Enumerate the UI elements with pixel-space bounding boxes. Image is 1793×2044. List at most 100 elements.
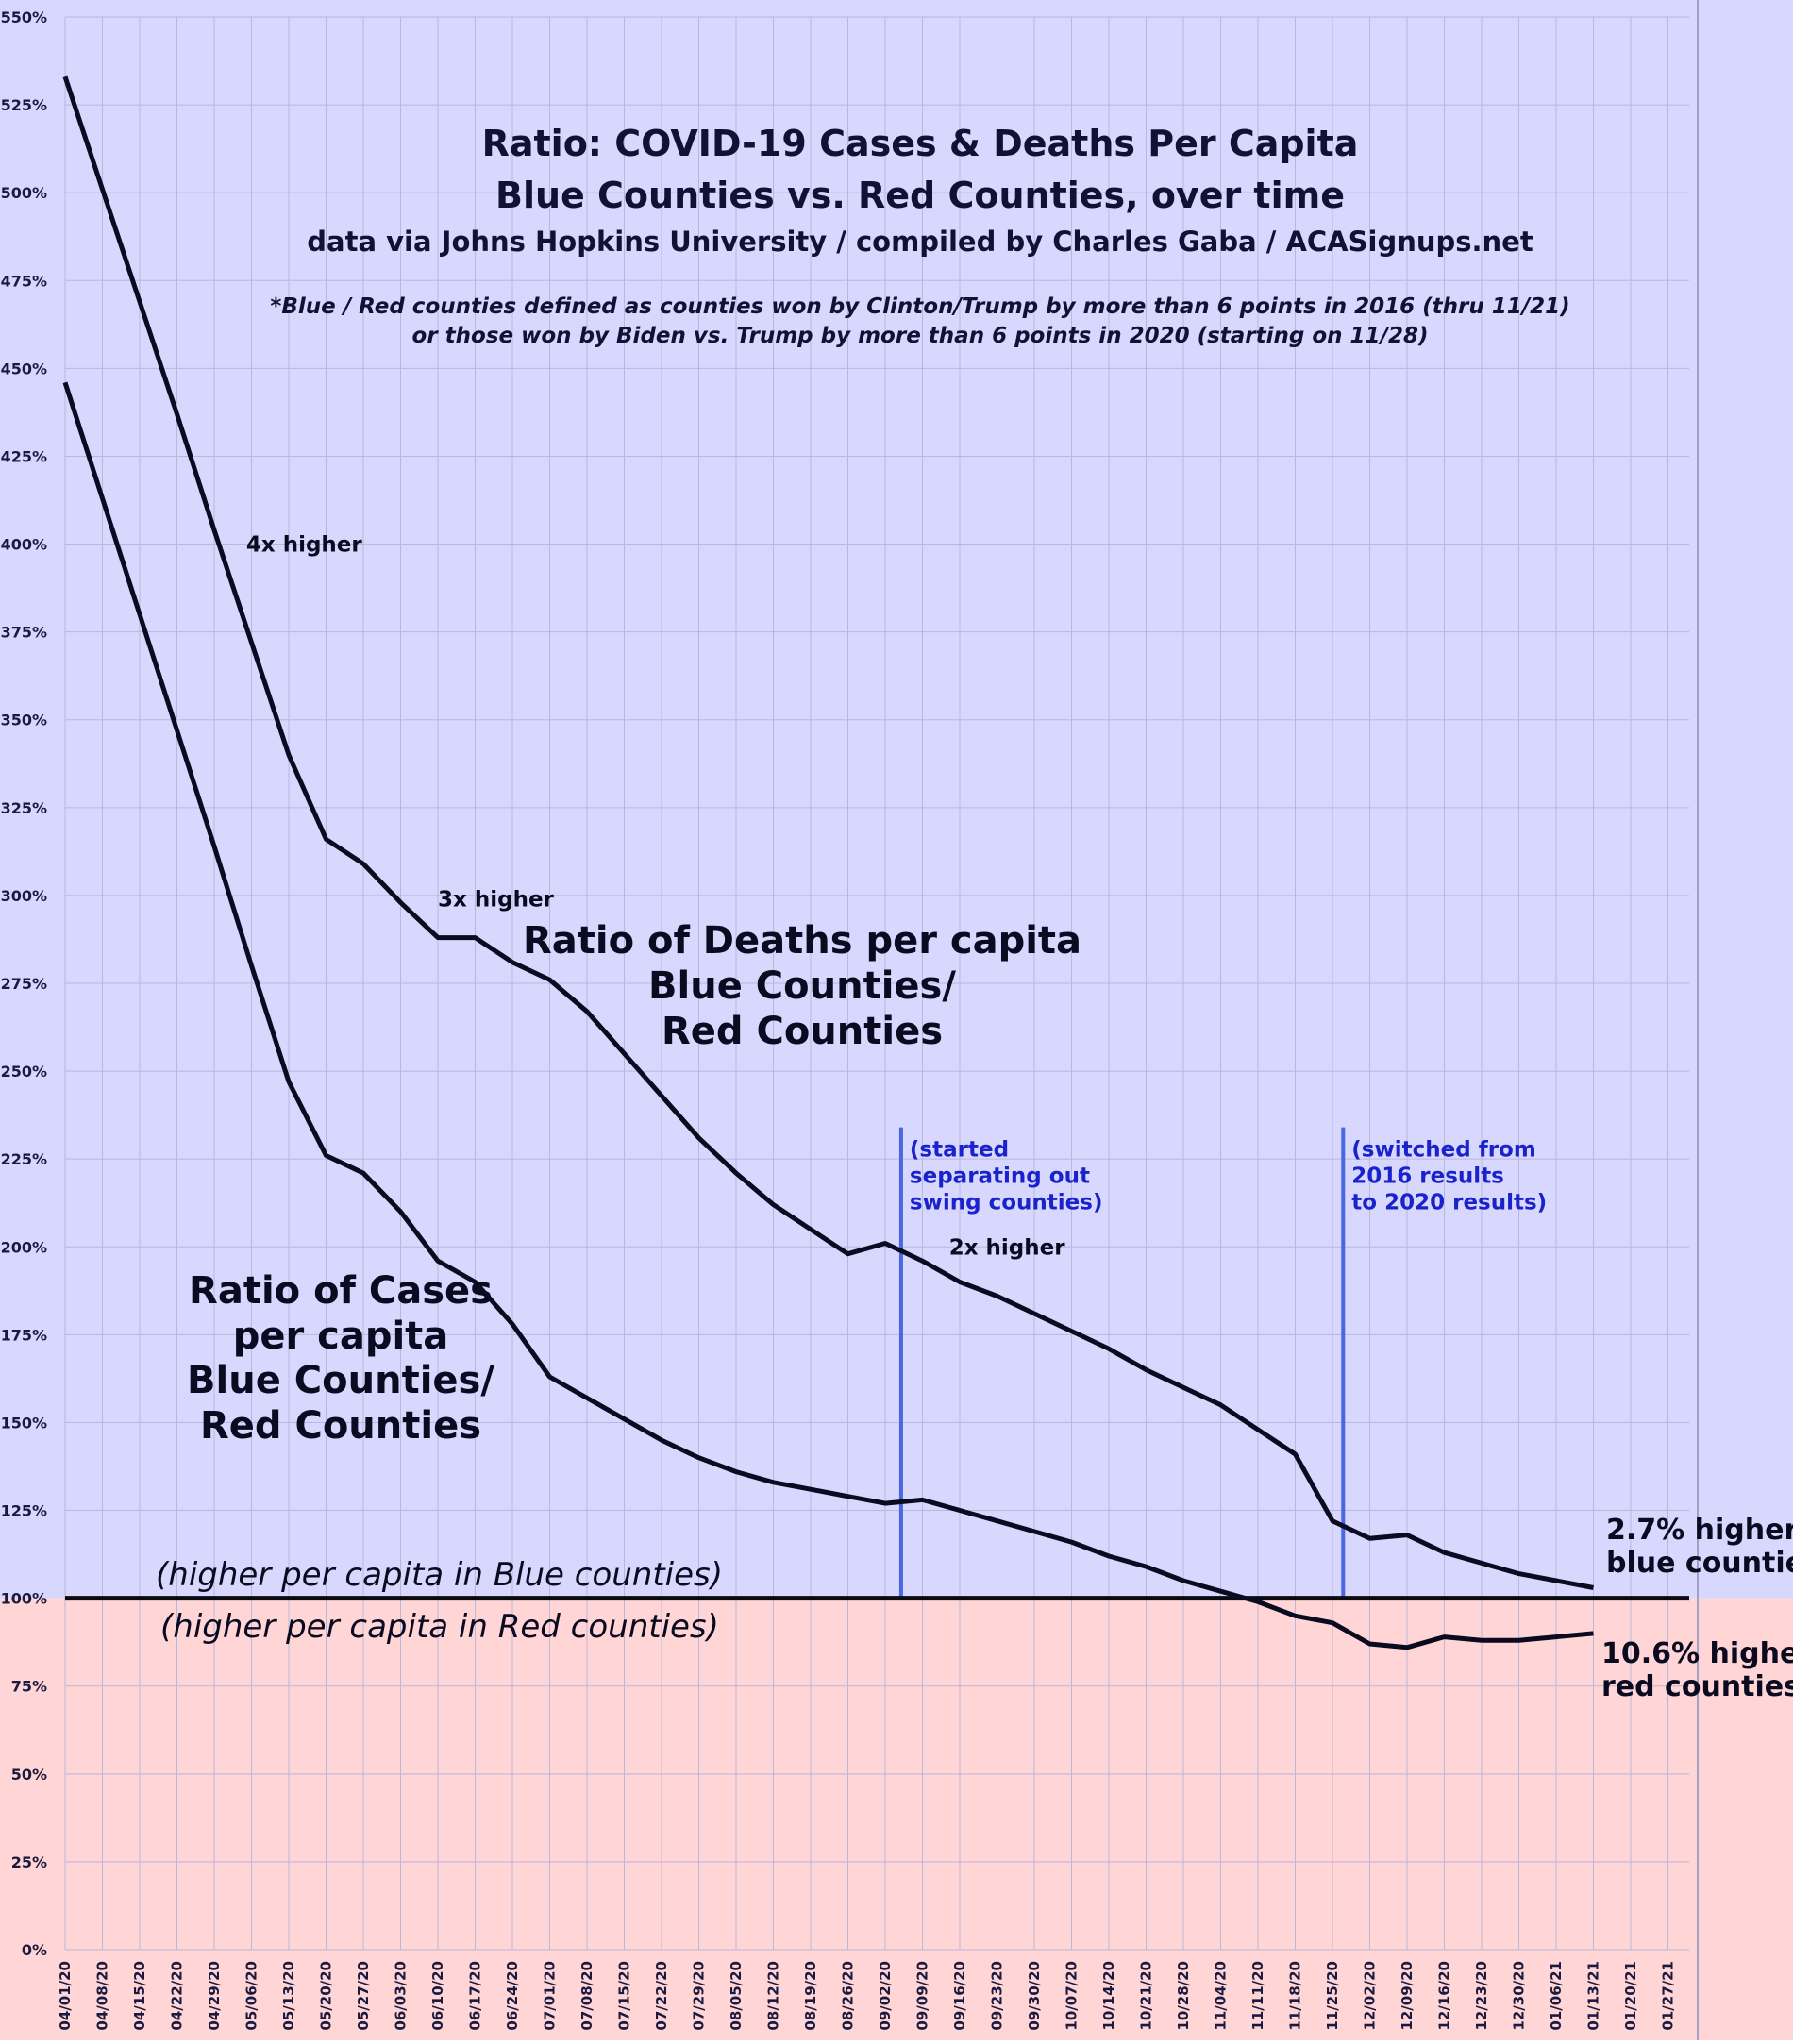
y-tick-label: 75% bbox=[11, 1678, 47, 1696]
deaths-label-line-3: Red Counties bbox=[662, 1010, 943, 1053]
x-gridlines bbox=[64, 17, 1668, 1950]
footnote-line-1: *Blue / Red counties defined as counties… bbox=[270, 294, 1569, 319]
x-tick-label: 12/09/20 bbox=[1399, 1961, 1416, 2031]
x-tick-label: 11/04/20 bbox=[1213, 1961, 1230, 2031]
footnote-line-2: or those won by Biden vs. Trump by more … bbox=[412, 324, 1429, 348]
end-label-red-line-2: red counties bbox=[1601, 1670, 1793, 1703]
red-zone-label: (higher per capita in Red counties) bbox=[160, 1608, 719, 1646]
x-tick-label: 09/23/20 bbox=[989, 1961, 1006, 2031]
x-tick-label: 08/19/20 bbox=[802, 1961, 819, 2031]
y-tick-label: 475% bbox=[1, 272, 47, 290]
deaths-label-line-1: Ratio of Deaths per capita bbox=[523, 919, 1081, 963]
y-gridlines bbox=[65, 16, 1689, 1951]
end-label-red-line-1: 10.6% higher bbox=[1601, 1637, 1793, 1670]
x-tick-label: 06/17/20 bbox=[467, 1961, 484, 2031]
x-tick-label: 04/15/20 bbox=[131, 1961, 148, 2031]
x-tick-label: 06/10/20 bbox=[429, 1961, 446, 2031]
x-tick-label: 01/20/21 bbox=[1622, 1961, 1639, 2031]
x-tick-label: 11/11/20 bbox=[1249, 1961, 1266, 2031]
y-tick-label: 275% bbox=[1, 975, 47, 993]
series-labels: Ratio of Deaths per capita Blue Counties… bbox=[187, 919, 1081, 1448]
y-tick-label: 125% bbox=[1, 1502, 47, 1520]
red-zone-background bbox=[0, 1598, 1793, 2040]
x-tick-label: 09/16/20 bbox=[951, 1961, 968, 2031]
y-tick-label: 175% bbox=[1, 1326, 47, 1344]
x-tick-label: 11/25/20 bbox=[1324, 1961, 1341, 2031]
y-tick-label: 250% bbox=[1, 1063, 47, 1081]
y-tick-label: 500% bbox=[1, 184, 47, 202]
end-label-blue-line-1: 2.7% higher bbox=[1606, 1514, 1793, 1547]
cases-label-line-4: Red Counties bbox=[200, 1404, 481, 1448]
x-tick-label: 10/14/20 bbox=[1100, 1961, 1117, 2031]
title-block: Ratio: COVID-19 Cases & Deaths Per Capit… bbox=[270, 123, 1569, 348]
x-tick-label: 07/15/20 bbox=[616, 1961, 633, 2031]
vertical-marker-label: separating out bbox=[910, 1164, 1090, 1189]
x-tick-label: 05/06/20 bbox=[243, 1961, 260, 2031]
chart-subtitle: Blue Counties vs. Red Counties, over tim… bbox=[495, 175, 1345, 216]
x-tick-label: 09/09/20 bbox=[914, 1961, 931, 2031]
y-tick-label: 525% bbox=[1, 96, 47, 114]
x-tick-label: 08/05/20 bbox=[728, 1961, 745, 2031]
x-tick-label: 05/27/20 bbox=[355, 1961, 372, 2031]
x-tick-label: 01/06/21 bbox=[1548, 1961, 1565, 2031]
cases-ratio-line bbox=[62, 381, 1594, 1650]
x-tick-label: 10/21/20 bbox=[1138, 1961, 1155, 2031]
annotation-label: 3x higher bbox=[438, 888, 555, 913]
y-tick-label: 350% bbox=[1, 712, 47, 729]
y-tick-label: 375% bbox=[1, 624, 47, 642]
deaths-ratio-line bbox=[62, 75, 1594, 1590]
x-tick-label: 08/26/20 bbox=[840, 1961, 857, 2031]
x-tick-label: 09/30/20 bbox=[1026, 1961, 1043, 2031]
annotations: 4x higher 3x higher 2x higher bbox=[246, 533, 1065, 1261]
x-tick-label: 12/30/20 bbox=[1511, 1961, 1528, 2031]
x-tick-label: 07/22/20 bbox=[653, 1961, 670, 2031]
series-lines bbox=[62, 75, 1594, 1650]
chart-source: data via Johns Hopkins University / comp… bbox=[307, 226, 1533, 258]
y-tick-label: 450% bbox=[1, 360, 47, 377]
y-tick-label: 300% bbox=[1, 887, 47, 905]
y-tick-label: 150% bbox=[1, 1414, 47, 1432]
vertical-marker-label: to 2020 results) bbox=[1351, 1191, 1547, 1215]
x-tick-label: 12/02/20 bbox=[1362, 1961, 1379, 2031]
x-tick-label: 10/07/20 bbox=[1064, 1961, 1081, 2031]
x-tick-label: 05/13/20 bbox=[280, 1961, 297, 2031]
y-tick-label: 400% bbox=[1, 536, 47, 554]
annotation-label: 2x higher bbox=[949, 1235, 1066, 1260]
vertical-marker-label: swing counties) bbox=[910, 1191, 1103, 1215]
x-tick-label: 05/20/20 bbox=[318, 1961, 335, 2031]
y-tick-label: 200% bbox=[1, 1238, 47, 1256]
x-tick-label: 04/29/20 bbox=[206, 1961, 223, 2031]
end-labels: 2.7% higher blue counties 10.6% higher r… bbox=[1601, 1514, 1793, 1703]
vertical-marker-label: 2016 results bbox=[1351, 1164, 1504, 1189]
x-tick-label: 12/23/20 bbox=[1473, 1961, 1490, 2031]
x-tick-label: 01/13/21 bbox=[1585, 1961, 1602, 2031]
y-axis-ticks: 0% 25% 50% 75% 100% 125% 150% 175% 200% 225% 250% 2… bbox=[1, 8, 47, 1959]
y-tick-label: 325% bbox=[1, 799, 47, 817]
x-tick-label: 08/12/20 bbox=[765, 1961, 782, 2031]
x-tick-label: 07/29/20 bbox=[691, 1961, 708, 2031]
y-tick-label: 225% bbox=[1, 1150, 47, 1168]
x-tick-label: 12/16/20 bbox=[1436, 1961, 1453, 2031]
annotation-label: 4x higher bbox=[246, 533, 363, 558]
y-tick-label: 100% bbox=[1, 1590, 47, 1608]
y-tick-label: 0% bbox=[22, 1941, 47, 1959]
x-axis-ticks: 04/01/20 04/08/20 04/15/20 04/22/20 04/29/20… bbox=[57, 1961, 1677, 2031]
x-tick-label: 06/24/20 bbox=[504, 1961, 521, 2031]
x-tick-label: 04/01/20 bbox=[57, 1961, 74, 2031]
y-tick-label: 550% bbox=[1, 8, 47, 26]
x-tick-label: 04/08/20 bbox=[94, 1961, 111, 2031]
zone-labels: (higher per capita in Blue counties) (hi… bbox=[156, 1556, 723, 1646]
x-tick-label: 01/27/21 bbox=[1660, 1961, 1677, 2031]
end-label-blue-line-2: blue counties bbox=[1606, 1547, 1793, 1580]
cases-label-line-1: Ratio of Cases bbox=[189, 1269, 493, 1313]
vertical-marker-label: (started bbox=[910, 1138, 1009, 1163]
x-tick-label: 06/03/20 bbox=[393, 1961, 410, 2031]
blue-zone-label: (higher per capita in Blue counties) bbox=[156, 1556, 723, 1594]
cases-label-line-3: Blue Counties/ bbox=[187, 1359, 494, 1402]
y-tick-label: 50% bbox=[11, 1766, 47, 1784]
vertical-marker-label: (switched from bbox=[1351, 1138, 1536, 1163]
x-tick-label: 07/08/20 bbox=[578, 1961, 595, 2031]
